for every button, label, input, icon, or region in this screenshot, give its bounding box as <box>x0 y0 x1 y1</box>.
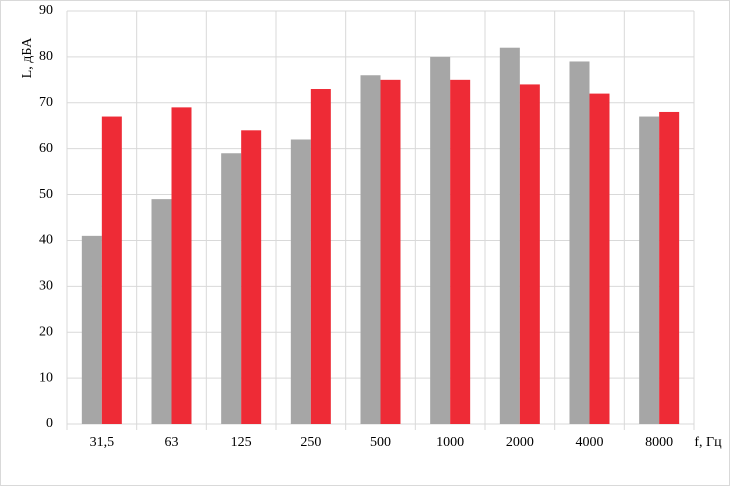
bar <box>101 116 122 425</box>
bar <box>519 84 540 424</box>
bar <box>380 79 401 424</box>
y-tick-label: 90 <box>39 3 53 18</box>
x-axis-label: f, Гц <box>694 435 722 450</box>
y-tick-label: 60 <box>39 141 53 156</box>
bar <box>241 130 262 425</box>
bar <box>639 116 660 425</box>
x-tick-label: 2000 <box>506 435 534 450</box>
bar <box>659 111 680 424</box>
bar <box>450 79 471 424</box>
y-tick-label: 50 <box>39 187 53 202</box>
y-axis-label: L, дБА <box>20 37 35 79</box>
x-tick-label: 8000 <box>645 435 673 450</box>
x-tick-label: 4000 <box>576 435 604 450</box>
y-tick-label: 20 <box>39 324 53 339</box>
bar <box>499 47 520 424</box>
x-tick-label: 500 <box>370 435 391 450</box>
x-tick-label: 1000 <box>436 435 464 450</box>
y-tick-label: 80 <box>39 49 53 64</box>
y-tick-label: 40 <box>39 233 53 248</box>
x-tick-label: 250 <box>300 435 321 450</box>
bar <box>589 93 610 424</box>
x-tick-label: 125 <box>231 435 252 450</box>
bar <box>171 107 192 424</box>
y-tick-label: 10 <box>39 370 53 385</box>
bar <box>81 235 102 424</box>
y-tick-label: 70 <box>39 95 53 110</box>
y-tick-label: 0 <box>46 416 53 431</box>
y-tick-label: 30 <box>39 279 53 294</box>
bar <box>290 139 311 424</box>
x-tick-label: 63 <box>165 435 179 450</box>
bar <box>151 199 172 424</box>
bar <box>310 89 331 424</box>
x-tick-label: 31,5 <box>90 435 115 450</box>
bar <box>430 56 451 425</box>
bar <box>221 153 242 424</box>
bar <box>360 75 381 424</box>
bar <box>569 61 590 424</box>
